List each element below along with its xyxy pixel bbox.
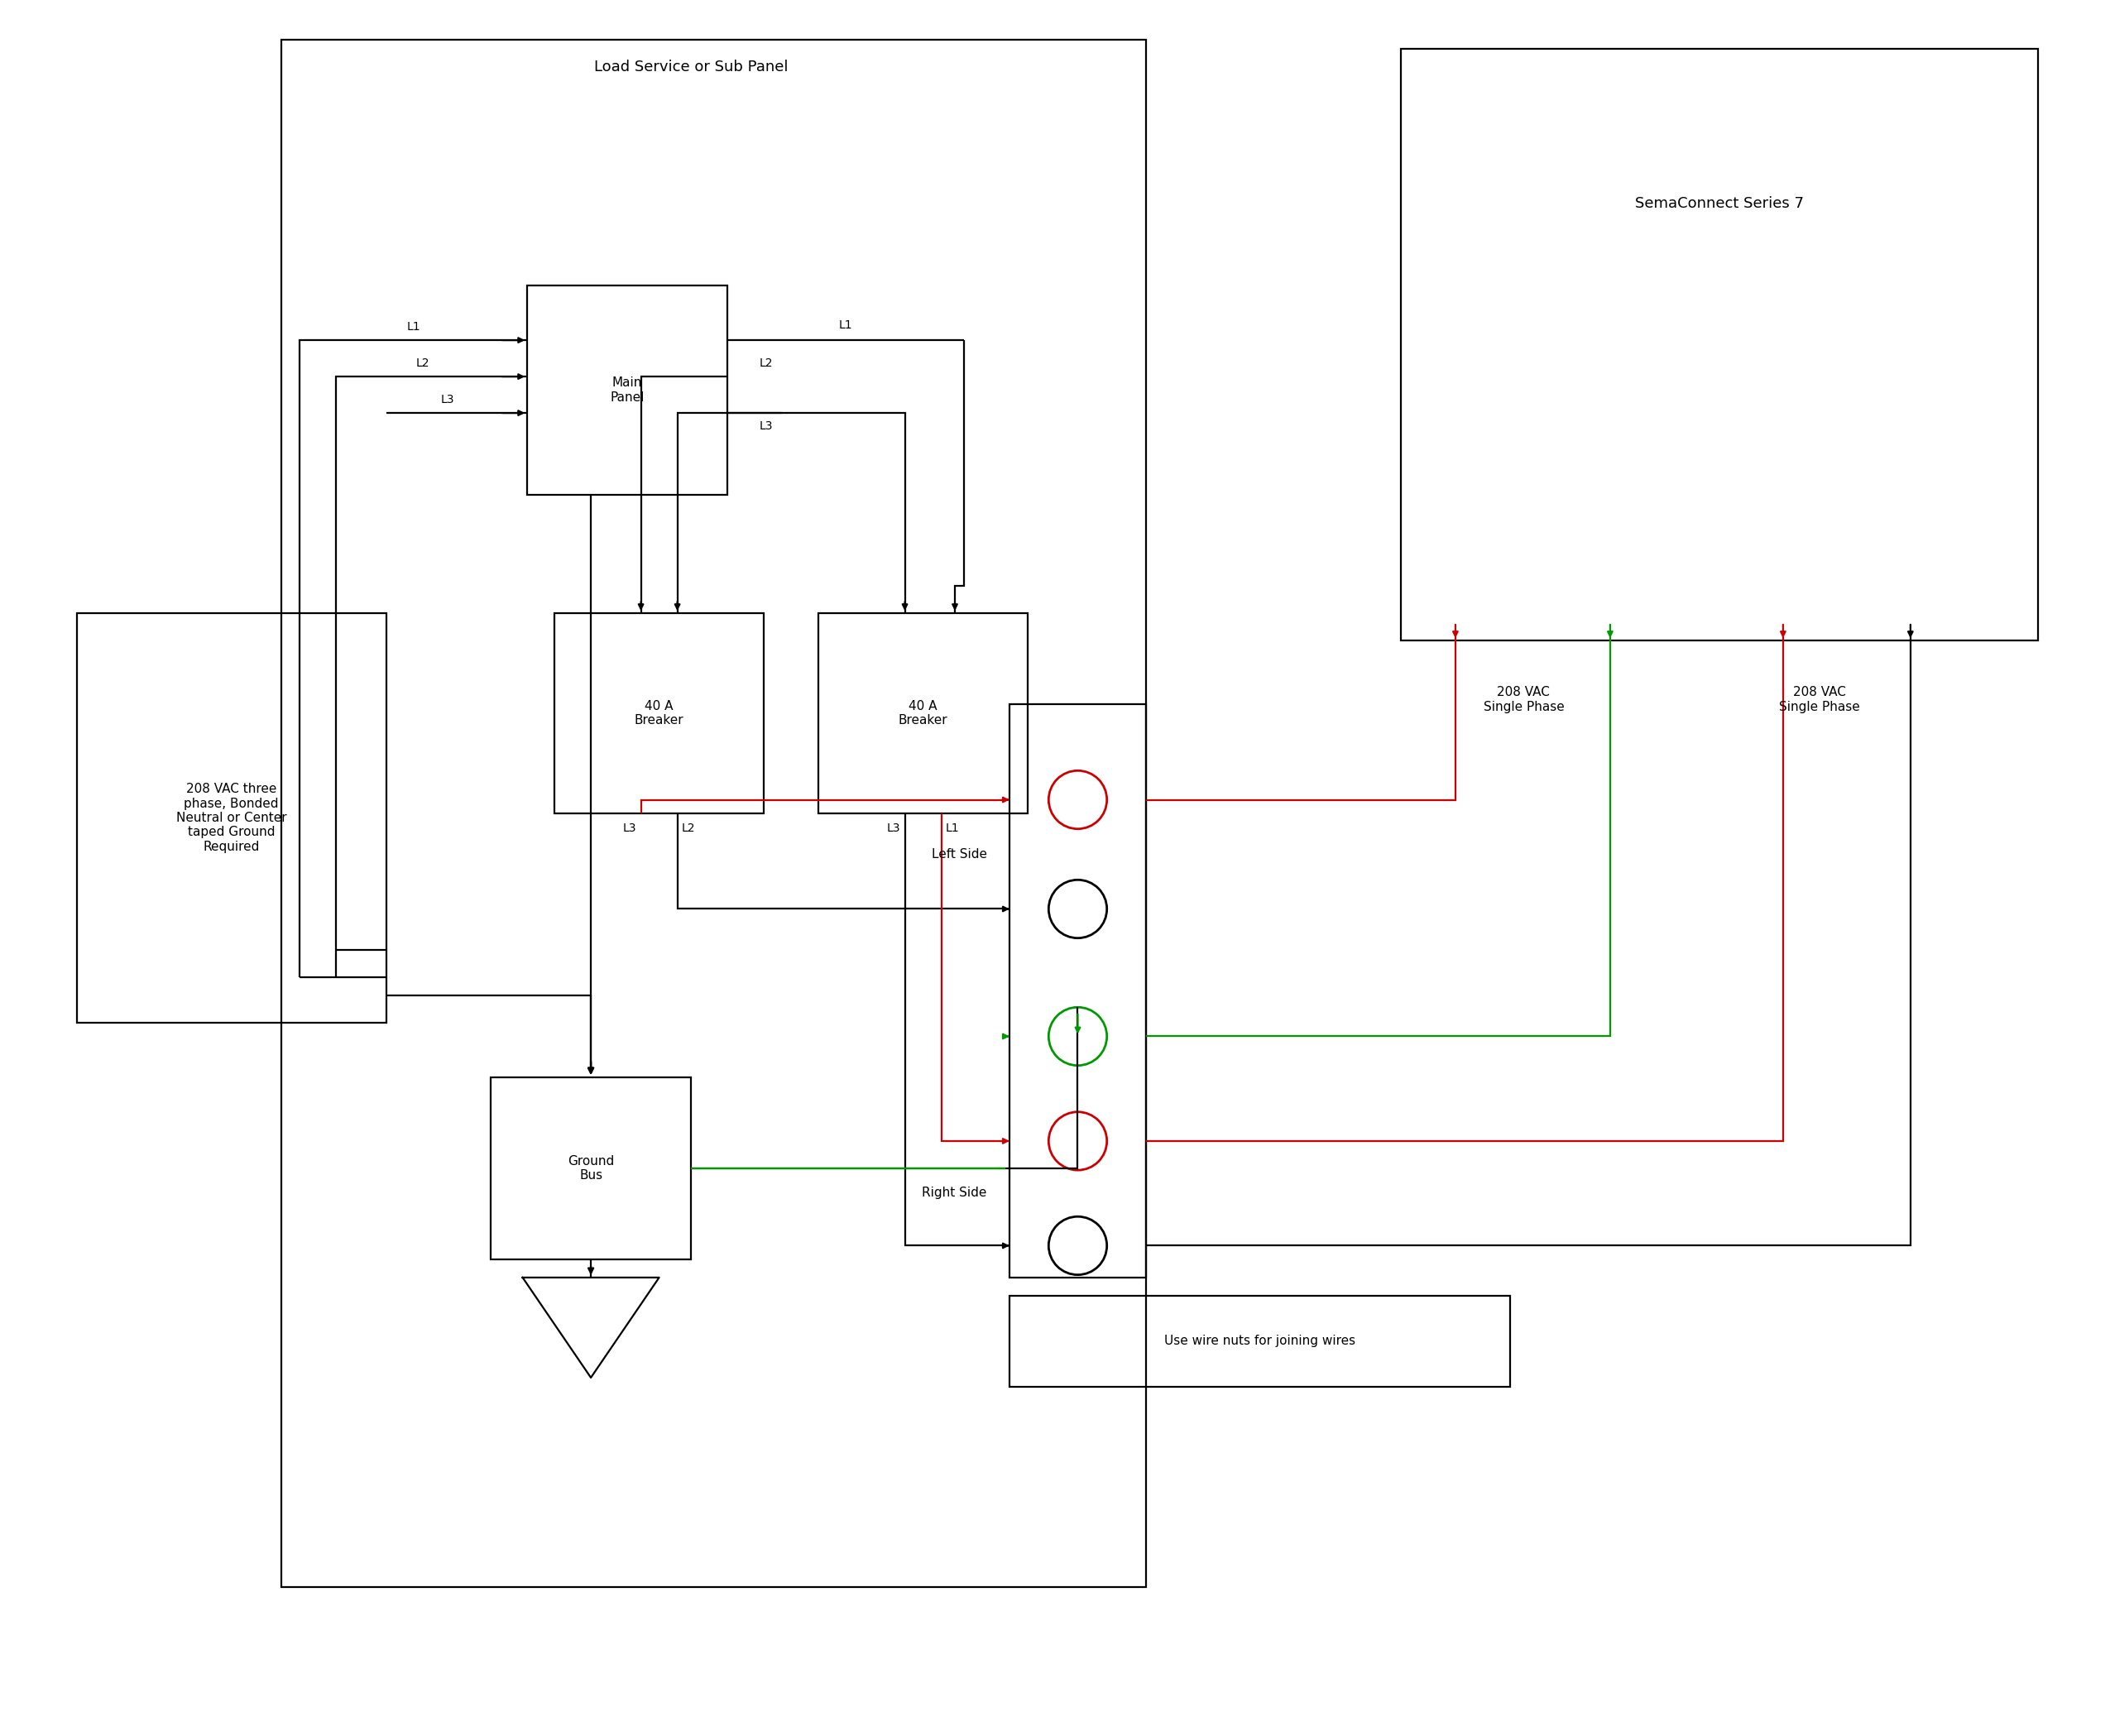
Text: 40 A
Breaker: 40 A Breaker [635,700,684,727]
Text: 208 VAC
Single Phase: 208 VAC Single Phase [1779,686,1859,713]
Text: L3: L3 [886,823,901,833]
Text: L2: L2 [682,823,696,833]
Text: 208 VAC three
phase, Bonded
Neutral or Center
taped Ground
Required: 208 VAC three phase, Bonded Neutral or C… [175,783,287,852]
Bar [281,40,1146,1587]
Text: Ground
Bus: Ground Bus [568,1154,614,1182]
Bar [819,613,1028,814]
Bar [492,1078,690,1259]
Bar [528,285,728,495]
Text: Right Side: Right Side [922,1187,987,1200]
Text: L3: L3 [760,420,772,432]
Text: L1: L1 [840,319,852,332]
Text: L3: L3 [622,823,637,833]
Text: 40 A
Breaker: 40 A Breaker [899,700,947,727]
Text: Main
Panel: Main Panel [610,377,644,404]
Text: SemaConnect Series 7: SemaConnect Series 7 [1635,196,1804,212]
Bar [76,613,386,1023]
Text: L3: L3 [441,394,454,406]
Bar [1009,705,1146,1278]
Text: Use wire nuts for joining wires: Use wire nuts for joining wires [1165,1335,1355,1347]
Text: L2: L2 [760,358,772,370]
Bar [1009,1295,1511,1387]
Text: L1: L1 [407,321,420,333]
Text: Left Side: Left Side [931,849,987,861]
Bar [1401,49,2038,641]
Text: Load Service or Sub Panel: Load Service or Sub Panel [593,59,787,75]
Bar [555,613,764,814]
Text: L1: L1 [945,823,960,833]
Text: L2: L2 [416,358,428,370]
Text: 208 VAC
Single Phase: 208 VAC Single Phase [1483,686,1564,713]
